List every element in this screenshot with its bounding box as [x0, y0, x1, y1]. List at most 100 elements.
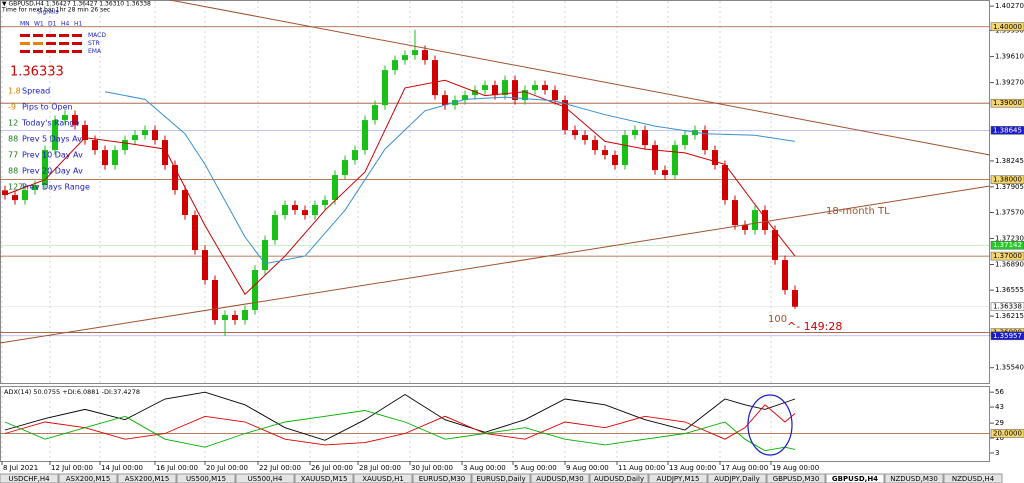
tab-label[interactable]: AUDUSD,Daily	[594, 475, 644, 483]
candle-body	[122, 140, 128, 151]
tab-label[interactable]: AUDJPY,Daily	[714, 475, 760, 483]
x-tick-label: 30 Jul 00:00	[411, 464, 453, 472]
candle-body	[172, 165, 178, 191]
candle-body	[352, 150, 358, 161]
candle-body	[222, 315, 228, 321]
tab[interactable]	[648, 473, 708, 483]
moving-average	[104, 91, 796, 265]
candle-body	[472, 90, 478, 96]
tab[interactable]	[943, 473, 1003, 483]
candle-body	[362, 120, 368, 151]
price-label: 1.36333	[10, 65, 64, 80]
tab[interactable]	[766, 473, 826, 483]
candle-body	[572, 130, 578, 136]
tab-label[interactable]: USDCHF,H4	[8, 475, 50, 483]
tab-label[interactable]: US500,H4	[248, 475, 283, 483]
candle-body	[542, 85, 548, 91]
candle-body	[332, 175, 338, 201]
candle-body	[652, 145, 658, 171]
x-tick-label: 3 Aug 00:00	[463, 464, 506, 472]
tab[interactable]	[235, 473, 295, 483]
axis-marker	[990, 302, 1024, 311]
tab-label[interactable]: NZDUSD,M30	[890, 475, 938, 483]
tab[interactable]	[117, 473, 177, 483]
info-label: Pips to Open	[22, 103, 73, 112]
candle-body	[2, 190, 8, 196]
trendline-label: 18-month TL	[826, 206, 890, 217]
axis-marker-label: 1.35957	[993, 332, 1022, 340]
axis-marker-label: 20.0000	[993, 429, 1022, 437]
tab-label[interactable]: AUDJPY,M15	[657, 475, 700, 483]
candle-body	[562, 100, 568, 131]
tab[interactable]	[884, 473, 944, 483]
candle-body	[322, 200, 328, 206]
candle-body	[402, 55, 408, 61]
x-tick-label: 26 Jul 00:00	[311, 464, 353, 472]
y-tick-label: 1.37570	[995, 209, 1024, 217]
tab-label[interactable]: NZDUSD,H4	[952, 475, 995, 483]
tab-label[interactable]: GBPUSD,M30	[773, 475, 820, 483]
y-tick-label: 1.40270	[995, 2, 1024, 10]
tab[interactable]	[0, 473, 59, 483]
indicator-line	[4, 410, 796, 452]
x-tick-label: 9 Aug 00:00	[566, 464, 609, 472]
info-value: 127	[8, 183, 23, 192]
tab-label[interactable]: US500,M15	[186, 475, 226, 483]
x-tick-label: 11 Aug 00:00	[618, 464, 665, 472]
candle-body	[152, 130, 158, 141]
axis-marker	[990, 22, 1024, 32]
tab[interactable]	[176, 473, 236, 483]
candle-body	[72, 115, 78, 126]
x-tick-label: 13 Aug 00:00	[669, 464, 716, 472]
candle-body	[262, 240, 268, 271]
tab-label[interactable]: XAUUSD,M15	[301, 475, 348, 483]
tab[interactable]	[707, 473, 767, 483]
adx-panel	[0, 386, 990, 462]
candle-body	[762, 210, 768, 231]
tab[interactable]	[825, 473, 885, 483]
tab[interactable]	[589, 473, 649, 483]
adx-title: ADX(14) 50.0755 +DI:6.0881 -DI:37.4278	[4, 388, 140, 396]
tab-label[interactable]: XAUUSD,H1	[362, 475, 404, 483]
axis-marker	[990, 98, 1024, 108]
timer: Time for next bar 1hr 28 min 26 sec	[1, 7, 110, 14]
candle-body	[622, 135, 628, 166]
candle-body	[662, 170, 668, 176]
candle-body	[282, 205, 288, 216]
candle-body	[682, 135, 688, 146]
tab[interactable]	[412, 473, 472, 483]
main-panel	[0, 0, 990, 384]
y-tick-label: 1.38245	[995, 157, 1024, 165]
tab[interactable]	[58, 473, 118, 483]
x-tick-label: 14 Jul 00:00	[101, 464, 143, 472]
tab[interactable]	[353, 473, 413, 483]
tab-label[interactable]: EURUSD,Daily	[476, 475, 525, 483]
candle-body	[502, 80, 508, 96]
candle-body	[372, 105, 378, 121]
tab-label[interactable]: ASX200,M15	[125, 475, 170, 483]
candle-body	[642, 130, 648, 146]
timeframe: W1	[34, 21, 44, 28]
axis-marker	[990, 240, 1024, 250]
candle-body	[632, 130, 638, 136]
tab-label[interactable]: EURUSD,M30	[419, 475, 466, 483]
candle-body	[782, 260, 788, 291]
tab[interactable]	[530, 473, 590, 483]
y-tick-label: 16	[995, 434, 1004, 442]
tab[interactable]	[294, 473, 354, 483]
candle-body	[382, 70, 388, 106]
tab-label[interactable]: ASX200,M15	[66, 475, 111, 483]
tab-label[interactable]: GBPUSD,H4	[832, 475, 878, 483]
info-value: 77	[8, 151, 18, 160]
candle-body	[582, 135, 588, 141]
candle-body	[182, 190, 188, 216]
tab-label[interactable]: AUDUSD,M30	[536, 475, 583, 483]
candle-body	[82, 125, 88, 141]
tab[interactable]	[471, 473, 531, 483]
axis-marker	[990, 429, 1024, 438]
candle-body	[392, 60, 398, 71]
axis-marker-label: 1.37142	[993, 241, 1022, 249]
info-label: Today's Range	[21, 119, 79, 128]
candle-body	[612, 155, 618, 166]
